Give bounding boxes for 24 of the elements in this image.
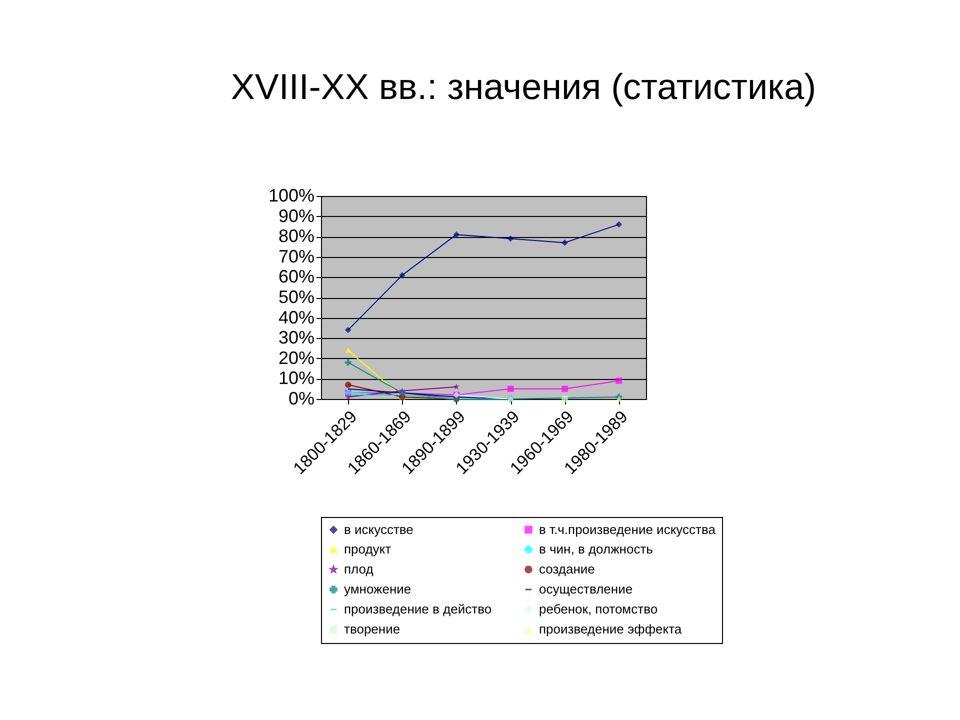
legend-label: создание [539, 562, 595, 576]
y-tick-label: 50% [278, 287, 314, 307]
legend-label: ребенок, потомство [539, 602, 658, 616]
y-tick-label: 80% [278, 226, 314, 246]
legend-label: произведение в действо [344, 602, 492, 616]
y-tick-label: 70% [278, 246, 314, 266]
legend-label: в чин, в должность [539, 542, 654, 556]
legend-label: осуществление [539, 582, 633, 596]
y-tick-label: 10% [278, 368, 314, 388]
y-tick-label: 40% [278, 307, 314, 328]
legend-label: произведение эффекта [539, 622, 682, 636]
y-tick-label: 90% [278, 206, 314, 226]
legend-label: продукт [344, 542, 392, 556]
y-tick-label: 100% [268, 186, 314, 206]
chart-title: XVIII-XX вв.: значения (статистика) [230, 66, 816, 107]
legend-label: плод [344, 562, 374, 576]
y-tick-label: 30% [278, 328, 314, 348]
legend-label: творение [344, 622, 400, 636]
y-tick-label: 60% [278, 266, 314, 287]
y-tick-label: 20% [278, 348, 314, 368]
y-tick-label: 0% [288, 388, 314, 408]
legend-label: в искусстве [344, 522, 414, 537]
legend-label: в т.ч.произведение искусства [539, 522, 716, 537]
legend-label: умножение [344, 582, 412, 596]
